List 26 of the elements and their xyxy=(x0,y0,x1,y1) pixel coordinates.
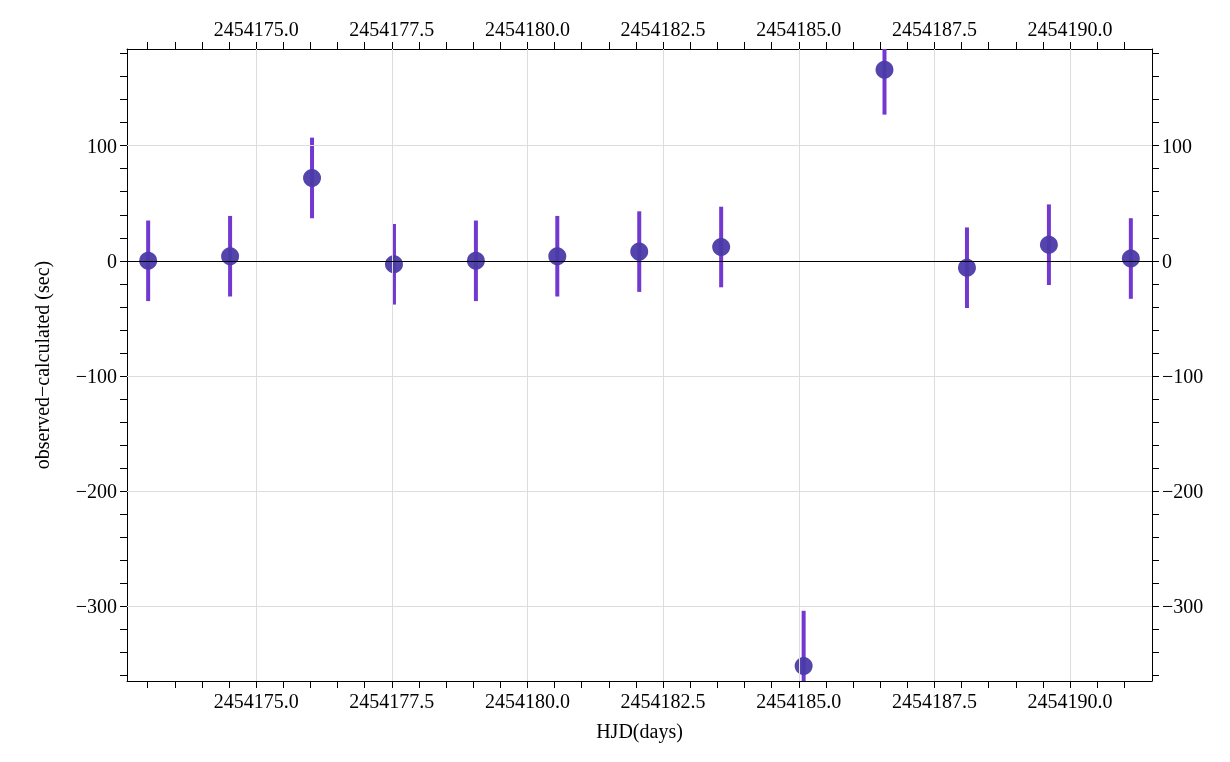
x2-tick-label: 2454180.0 xyxy=(484,18,570,40)
x-tick-label: 2454180.0 xyxy=(484,690,570,712)
x-tick-label: 2454182.5 xyxy=(620,690,706,712)
y-tick-label: −200 xyxy=(75,480,117,503)
x2-tick-label: 2454182.5 xyxy=(620,18,706,40)
x2-tick-label: 2454175.0 xyxy=(213,18,299,40)
x-tick-label: 2454185.0 xyxy=(756,690,842,712)
y-tick-label: 100 xyxy=(87,134,117,157)
x2-tick-label: 2454187.5 xyxy=(891,18,977,40)
x-tick-label: 2454187.5 xyxy=(891,690,977,712)
x-axis-title: HJD(days) xyxy=(596,720,683,743)
y2-tick-label: 100 xyxy=(1162,134,1192,157)
x-tick-label: 2454190.0 xyxy=(1027,690,1113,712)
y-tick-label: −100 xyxy=(75,364,117,387)
y-tick-label: 0 xyxy=(107,249,117,272)
x2-tick-label: 2454185.0 xyxy=(756,18,842,40)
y2-tick-label: −200 xyxy=(1162,480,1204,503)
x2-tick-label: 2454177.5 xyxy=(349,18,435,40)
x2-tick-label: 2454190.0 xyxy=(1027,18,1113,40)
x-tick-label: 2454177.5 xyxy=(349,690,435,712)
y-axis-title: observed−calculated (sec) xyxy=(31,260,54,470)
y2-tick-label: 0 xyxy=(1162,249,1172,272)
y2-tick-label: −100 xyxy=(1162,364,1204,387)
x-tick-label: 2454175.0 xyxy=(213,690,299,712)
y-tick-label: −300 xyxy=(75,595,117,618)
y2-tick-label: −300 xyxy=(1162,595,1204,618)
